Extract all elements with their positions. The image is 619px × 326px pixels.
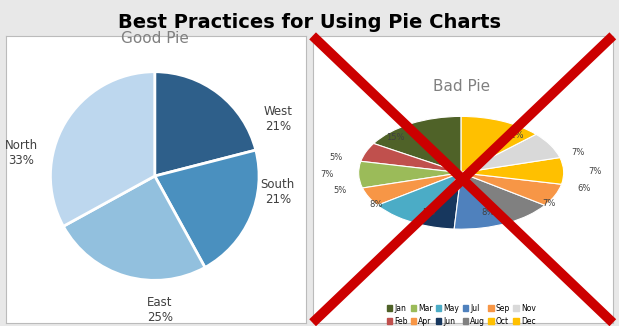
Wedge shape (361, 143, 461, 173)
Wedge shape (420, 173, 461, 229)
Wedge shape (461, 116, 536, 173)
Text: North
33%: North 33% (5, 139, 38, 167)
Text: 6%: 6% (578, 185, 591, 193)
Wedge shape (454, 173, 508, 229)
Wedge shape (461, 157, 564, 184)
Text: 12%: 12% (506, 131, 524, 140)
Wedge shape (63, 176, 205, 280)
Text: South
21%: South 21% (261, 178, 295, 206)
Text: 8%: 8% (482, 208, 495, 217)
Wedge shape (155, 72, 256, 176)
Wedge shape (374, 116, 461, 173)
Text: 5%: 5% (423, 208, 436, 217)
Wedge shape (461, 173, 545, 223)
Text: 7%: 7% (543, 199, 556, 208)
Text: West
21%: West 21% (263, 105, 292, 133)
Text: Best Practices for Using Pie Charts: Best Practices for Using Pie Charts (118, 13, 501, 32)
Text: 7%: 7% (589, 167, 602, 176)
Text: East
25%: East 25% (147, 296, 173, 324)
Text: 7%: 7% (571, 148, 585, 157)
Title: Good Pie: Good Pie (121, 31, 189, 46)
Wedge shape (50, 72, 155, 226)
Legend: Jan, Feb, Mar, Apr, May, Jun, Jul, Aug, Sep, Oct, Nov, Dec: Jan, Feb, Mar, Apr, May, Jun, Jul, Aug, … (384, 301, 539, 326)
Wedge shape (461, 173, 561, 205)
Text: 5%: 5% (333, 186, 347, 195)
Text: 7%: 7% (320, 170, 334, 179)
Wedge shape (358, 161, 461, 188)
Text: 8%: 8% (370, 200, 383, 209)
Title: Bad Pie: Bad Pie (433, 80, 490, 95)
Text: 15%: 15% (386, 133, 405, 142)
Wedge shape (461, 134, 560, 173)
Wedge shape (155, 150, 259, 267)
Wedge shape (378, 173, 461, 225)
Text: 5%: 5% (329, 153, 343, 162)
Wedge shape (363, 173, 461, 205)
